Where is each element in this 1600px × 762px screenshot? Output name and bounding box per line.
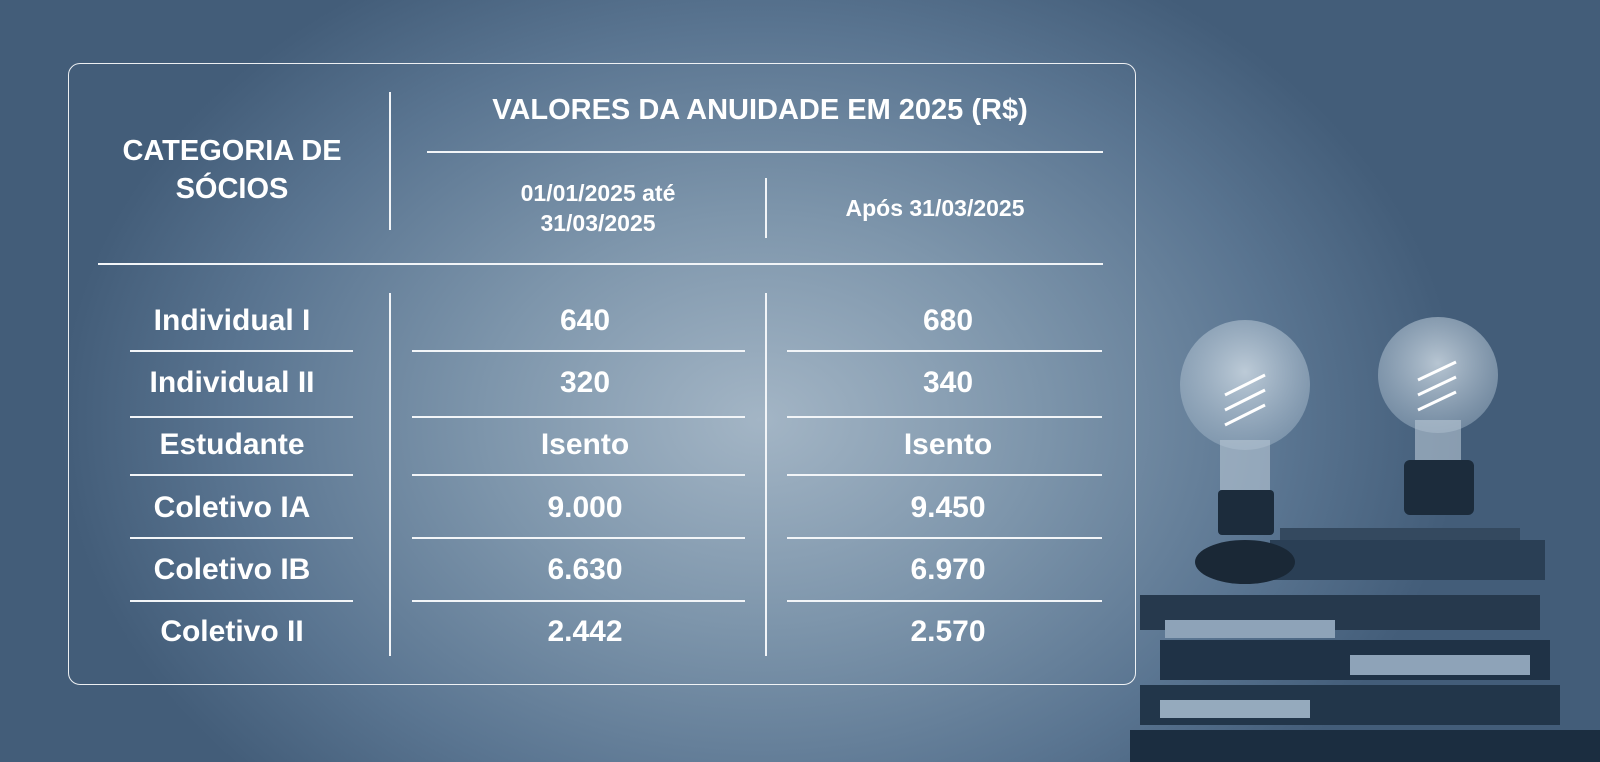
row-divider: [412, 600, 745, 602]
row-divider: [412, 474, 745, 476]
table-frame: [68, 63, 1136, 685]
row-divider: [787, 537, 1102, 539]
row-divider: [412, 537, 745, 539]
row-divider: [130, 416, 353, 418]
cell-category: Individual II: [149, 366, 315, 399]
row-divider: [130, 537, 353, 539]
row-divider: [130, 350, 353, 352]
row-divider: [787, 474, 1102, 476]
cell-early: 640: [559, 304, 611, 337]
period-header-late: Após 31/03/2025: [845, 195, 1025, 221]
light-bulbs-books-image: [1130, 317, 1600, 762]
books-stack-icon: [1130, 528, 1600, 762]
row-divider: [130, 600, 353, 602]
row-divider: [787, 350, 1102, 352]
cell-category: Individual I: [153, 304, 311, 337]
cell-early: 6.630: [547, 553, 623, 586]
cell-category: Estudante: [159, 428, 305, 461]
period-header-early: 01/01/2025 até 31/03/2025: [520, 180, 676, 236]
divider: [389, 92, 391, 230]
cell-category: Coletivo II: [160, 615, 304, 648]
row-divider: [130, 474, 353, 476]
row-divider: [787, 600, 1102, 602]
cell-category: Coletivo IB: [153, 553, 311, 586]
category-header: CATEGORIA DE SÓCIOS: [122, 135, 342, 205]
cell-late: 2.570: [910, 615, 986, 648]
cell-late: Isento: [903, 428, 993, 461]
column-divider: [765, 293, 767, 656]
cell-late: 6.970: [910, 553, 986, 586]
row-divider: [787, 416, 1102, 418]
cell-late: 340: [922, 366, 974, 399]
cell-early: 2.442: [547, 615, 623, 648]
divider: [427, 151, 1103, 153]
row-divider: [412, 350, 745, 352]
divider: [765, 178, 767, 238]
row-divider: [412, 416, 745, 418]
column-divider: [389, 293, 391, 656]
header-divider: [98, 263, 1103, 265]
cell-early: Isento: [540, 428, 630, 461]
cell-late: 680: [922, 304, 974, 337]
cell-early: 320: [559, 366, 611, 399]
cell-category: Coletivo IA: [153, 491, 311, 524]
light-bulb-icon: [1180, 320, 1310, 584]
values-header: VALORES DA ANUIDADE EM 2025 (R$): [492, 94, 1028, 126]
cell-late: 9.450: [910, 491, 986, 524]
cell-early: 9.000: [547, 491, 623, 524]
light-bulb-icon: [1378, 317, 1498, 515]
